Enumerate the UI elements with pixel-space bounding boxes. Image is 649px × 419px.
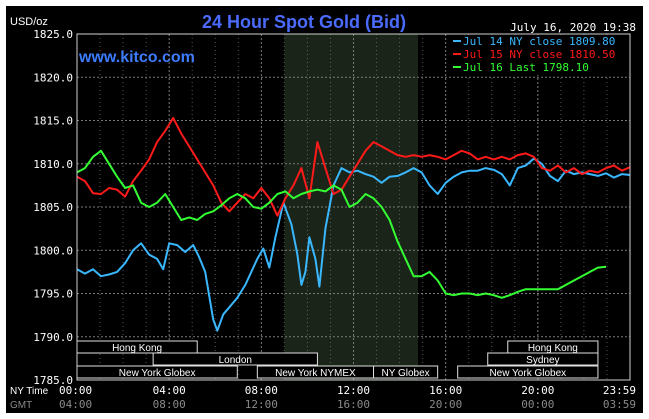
x-tick-gmt: 00:00 [521,398,554,411]
x-tick-gmt: 08:00 [153,398,186,411]
x-tick-gmt: 03:59 [603,398,636,411]
y-tick-label: 1785.0 [33,374,73,387]
chart-title: 24 Hour Spot Gold (Bid) [202,12,406,32]
session-label: New York Globex [489,368,566,379]
y-tick-label: 1820.0 [33,71,73,84]
x-tick-ny: 04:00 [153,384,186,397]
series-line-jul15 [76,116,631,217]
series-lines [76,116,631,332]
x-tick-ny: 23:59 [603,384,636,397]
site-label: www.kitco.com [78,49,195,66]
y-tick-label: 1790.0 [33,331,73,344]
x-tick-ny: 08:00 [245,384,278,397]
session-bar [487,352,599,366]
y-tick-label: 1795.0 [33,288,73,301]
y-tick-label: 1800.0 [33,244,73,257]
session-bar [373,365,439,379]
x-tick-ny: 12:00 [337,384,370,397]
x-tick-ny: 16:00 [429,384,462,397]
session-label: New York Globex [119,368,196,379]
x-tick-ny: 00:00 [59,384,92,397]
x-tick-gmt: 04:00 [59,398,92,411]
series-line-jul14 [76,157,631,332]
trading-sessions: Hong Kong Hong Kong London Sydney New York G… [76,340,599,379]
session-label: London [219,355,252,366]
session-label: NY Globex [382,368,430,379]
y-tick-label: 1815.0 [33,115,73,128]
session-label: Hong Kong [528,343,578,354]
series-line-jul16 [76,149,607,299]
legend-box [449,35,629,75]
legend-entry: Jul 15 NY close 1810.50 [463,48,615,61]
x-tick-ny: 20:00 [521,384,554,397]
ny-time-label: NY Time [10,386,49,397]
y-tick-label: 1810.0 [33,158,73,171]
plot-border [76,33,631,381]
date-stamp: July 16, 2020 19:38 [510,21,636,34]
session-label: Hong Kong [112,343,162,354]
x-tick-gmt: 16:00 [337,398,370,411]
session-bar [152,352,318,366]
x-tick-gmt: 12:00 [245,398,278,411]
session-bar [457,365,599,379]
units-label: USD/oz [10,16,48,28]
session-label: Sydney [526,355,559,366]
session-label: New York NYMEX [275,368,356,379]
axes: 1825.0 1820.0 1815.0 1810.0 1805.0 1800.0 1795… [10,28,636,411]
y-tick-label: 1805.0 [33,201,73,214]
legend-entry: Jul 14 NY close 1809.80 [463,35,615,48]
y-tick-label: 1825.0 [33,28,73,41]
x-tick-gmt: 20:00 [429,398,462,411]
gmt-label: GMT [10,400,32,411]
legend-entry: Jul 16 Last 1798.10 [463,61,589,74]
